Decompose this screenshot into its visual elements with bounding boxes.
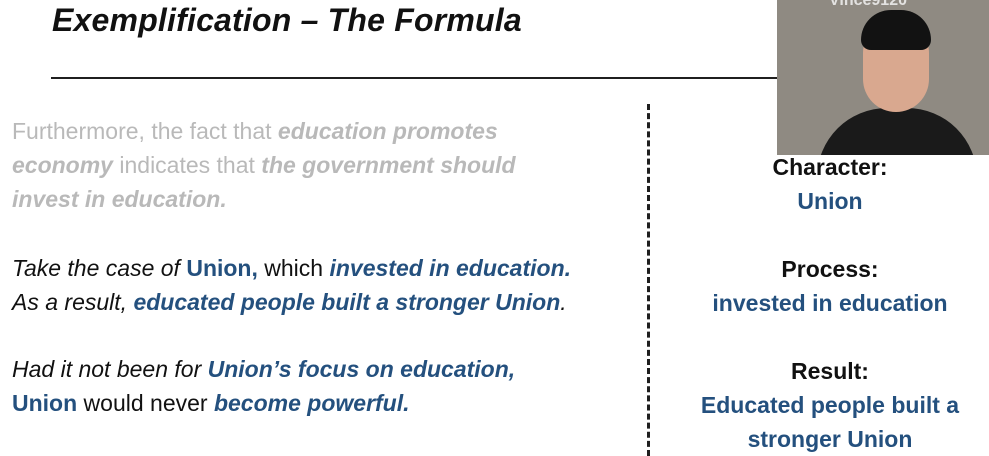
emphasis-span: become powerful. <box>213 390 410 416</box>
result-label: Result: <box>791 358 869 384</box>
paragraph-line: invest in education. <box>12 182 516 216</box>
character-value: Union <box>797 188 863 214</box>
process-block: Process: invested in education <box>660 252 989 320</box>
paragraph-line: Furthermore, the fact that education pro… <box>12 114 516 148</box>
emphasis-span: invest in education. <box>12 186 227 212</box>
text-span: indicates that <box>112 152 262 178</box>
watermark-text: Vince9120 <box>829 0 907 9</box>
paragraph-line: economy indicates that the government sh… <box>12 148 516 182</box>
result-value-line: stronger Union <box>747 426 913 452</box>
character-block: Character: Union <box>660 150 989 218</box>
result-block: Result: Educated people built a stronger… <box>660 354 989 456</box>
paragraph-line: Take the case of Union, which invested i… <box>12 251 571 285</box>
emphasis-span: the government should <box>261 152 516 178</box>
dashed-divider <box>647 104 650 456</box>
character-label: Character: <box>772 154 888 180</box>
title-underline <box>51 77 781 79</box>
emphasis-span: economy <box>12 152 113 178</box>
presenter-hair <box>861 10 931 50</box>
text-span: Had it not been for <box>12 356 208 382</box>
emphasis-span: invested in education. <box>329 255 572 281</box>
result-value-line: Educated people built a <box>700 392 960 418</box>
paragraph-line: Union would never become powerful. <box>12 386 515 420</box>
webcam-overlay: Vince9120 <box>777 0 989 155</box>
text-span: As a result, <box>12 289 134 315</box>
text-span: . <box>560 289 567 315</box>
text-span: Furthermore, the fact that <box>12 118 278 144</box>
paragraph-conclusion: Had it not been for Union’s focus on edu… <box>12 352 515 420</box>
emphasis-span: education promotes <box>277 118 498 144</box>
paragraph-example: Take the case of Union, which invested i… <box>12 251 571 319</box>
paragraph-line: Had it not been for Union’s focus on edu… <box>12 352 515 386</box>
text-span: would never <box>77 390 214 416</box>
emphasis-span: Union’s focus on education, <box>207 356 516 382</box>
text-span: Take the case of <box>12 255 187 281</box>
text-span: which <box>257 255 330 281</box>
process-label: Process: <box>781 256 879 282</box>
emphasis-span: Union, <box>186 255 258 281</box>
emphasis-span: educated people built a stronger Union <box>133 289 561 315</box>
paragraph-claim: Furthermore, the fact that education pro… <box>12 114 516 216</box>
process-value: invested in education <box>712 290 948 316</box>
slide-title: Exemplification – The Formula <box>52 2 522 38</box>
paragraph-line: As a result, educated people built a str… <box>12 285 571 319</box>
emphasis-span: Union <box>12 390 78 416</box>
